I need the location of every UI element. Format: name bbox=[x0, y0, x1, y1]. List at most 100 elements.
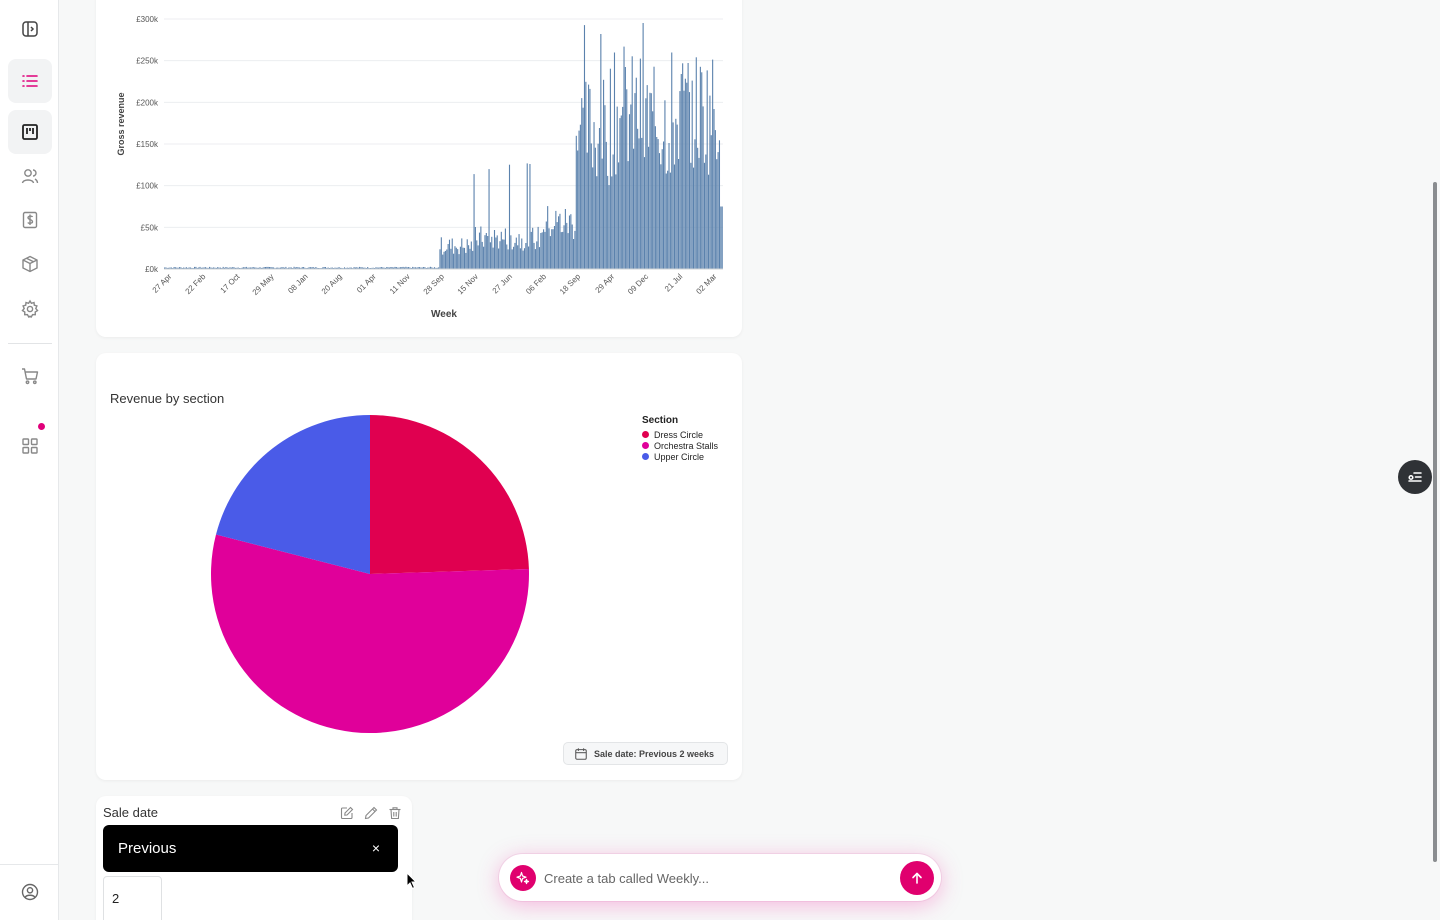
legend-label: Upper Circle bbox=[654, 451, 705, 462]
sidebar-item-cart[interactable] bbox=[8, 354, 52, 398]
gear-icon bbox=[21, 299, 39, 318]
pie-slice-dress-circle[interactable] bbox=[370, 415, 529, 574]
period-count-input[interactable]: 2 bbox=[103, 876, 162, 920]
revenue-bar bbox=[199, 266, 201, 269]
revenue-bar bbox=[649, 92, 651, 269]
revenue-bar bbox=[691, 80, 693, 269]
revenue-bar bbox=[502, 239, 504, 269]
x-tick-label: 15 Nov bbox=[456, 272, 480, 296]
sidebar-item-finance[interactable] bbox=[8, 198, 52, 242]
legend-item[interactable]: Upper Circle bbox=[642, 451, 718, 462]
sidebar-item-list[interactable] bbox=[8, 59, 52, 103]
revenue-bar bbox=[275, 267, 277, 269]
revenue-bar bbox=[346, 267, 348, 269]
tooltip-text: Previous bbox=[118, 840, 177, 857]
revenue-bar bbox=[639, 58, 641, 269]
revenue-bar bbox=[604, 105, 606, 269]
revenue-bar bbox=[643, 157, 646, 269]
sidebar-item-apps[interactable] bbox=[8, 424, 52, 468]
prompt-input[interactable] bbox=[544, 867, 884, 889]
account-button[interactable] bbox=[8, 870, 52, 914]
send-button[interactable] bbox=[900, 861, 934, 895]
sale-date-chip-label: Sale date: Previous 2 weeks bbox=[594, 748, 715, 759]
revenue-bar bbox=[262, 267, 264, 269]
close-icon[interactable]: × bbox=[371, 840, 380, 856]
x-tick-label: 08 Jan bbox=[286, 272, 309, 295]
revenue-bar bbox=[283, 267, 286, 269]
calendar-icon bbox=[575, 747, 587, 760]
revenue-bar bbox=[597, 143, 599, 269]
revenue-bar bbox=[684, 78, 686, 269]
revenue-bar bbox=[492, 247, 494, 269]
revenue-bar bbox=[702, 106, 704, 270]
revenue-bar bbox=[339, 267, 341, 269]
revenue-bar bbox=[233, 267, 235, 269]
revenue-bar bbox=[386, 267, 388, 269]
revenue-bar bbox=[384, 267, 386, 269]
revenue-bar bbox=[611, 176, 613, 269]
revenue-bar bbox=[548, 228, 550, 269]
scrollbar-thumb[interactable] bbox=[1433, 182, 1437, 862]
revenue-bar bbox=[635, 77, 637, 269]
revenue-bar bbox=[654, 126, 656, 269]
legend-item[interactable]: Orchestra Stalls bbox=[642, 440, 718, 451]
revenue-bar bbox=[222, 266, 224, 269]
revenue-bar bbox=[598, 128, 601, 269]
legend-item[interactable]: Dress Circle bbox=[642, 429, 718, 440]
revenue-bar bbox=[258, 267, 260, 269]
revenue-bar bbox=[615, 174, 617, 269]
sidebar-toggle-icon bbox=[22, 21, 38, 37]
revenue-bar bbox=[173, 267, 175, 269]
revenue-bar bbox=[706, 70, 708, 270]
revenue-bar bbox=[442, 254, 444, 269]
revenue-bar bbox=[228, 267, 230, 269]
revenue-bar bbox=[259, 267, 261, 269]
revenue-bar bbox=[693, 167, 695, 269]
revenue-bar bbox=[278, 267, 280, 269]
arrow-up-icon bbox=[912, 872, 922, 884]
revenue-bar bbox=[304, 267, 306, 269]
revenue-bar bbox=[518, 234, 520, 269]
pie-slice-upper-circle[interactable] bbox=[216, 415, 370, 574]
revenue-bar bbox=[477, 245, 479, 269]
revenue-bar bbox=[432, 267, 434, 269]
revenue-bar bbox=[448, 239, 451, 269]
revenue-bar bbox=[230, 267, 232, 269]
filters-panel-button[interactable] bbox=[1398, 460, 1432, 494]
sidebar-item-users[interactable] bbox=[8, 154, 52, 198]
revenue-bar bbox=[558, 216, 560, 269]
revenue-bar bbox=[624, 67, 626, 269]
sidebar-toggle-button[interactable] bbox=[8, 7, 52, 51]
revenue-bar bbox=[188, 267, 190, 269]
revenue-bar bbox=[547, 206, 549, 269]
sale-date-chip[interactable]: Sale date: Previous 2 weeks bbox=[563, 742, 728, 765]
revenue-bar bbox=[612, 154, 614, 269]
x-tick-label: 09 Dec bbox=[626, 272, 650, 296]
edit-square-icon[interactable] bbox=[340, 806, 354, 820]
sidebar-item-products[interactable] bbox=[8, 242, 52, 286]
sidebar-item-settings[interactable] bbox=[8, 287, 52, 331]
revenue-bar bbox=[454, 246, 456, 269]
pencil-icon[interactable] bbox=[364, 806, 378, 820]
revenue-bar bbox=[623, 46, 625, 269]
pie-slice-orchestra-stalls[interactable] bbox=[210, 534, 529, 734]
revenue-bar bbox=[308, 267, 310, 269]
revenue-bar bbox=[712, 59, 714, 269]
filter-list-icon bbox=[1408, 472, 1422, 482]
revenue-bar bbox=[387, 267, 389, 269]
revenue-bar bbox=[556, 222, 558, 269]
revenue-bar bbox=[247, 267, 249, 269]
trash-icon[interactable] bbox=[388, 806, 402, 820]
sidebar-item-dashboard[interactable] bbox=[8, 110, 52, 154]
revenue-bar bbox=[444, 250, 446, 269]
revenue-bar bbox=[656, 137, 658, 269]
revenue-bar bbox=[421, 267, 423, 269]
revenue-bar bbox=[327, 267, 329, 269]
revenue-bar bbox=[607, 175, 609, 269]
revenue-bar bbox=[290, 267, 292, 269]
revenue-bar bbox=[348, 267, 350, 269]
revenue-bar bbox=[469, 248, 471, 269]
revenue-bar bbox=[563, 225, 565, 269]
x-tick-label: 20 Aug bbox=[320, 272, 344, 296]
revenue-bar bbox=[253, 267, 256, 269]
